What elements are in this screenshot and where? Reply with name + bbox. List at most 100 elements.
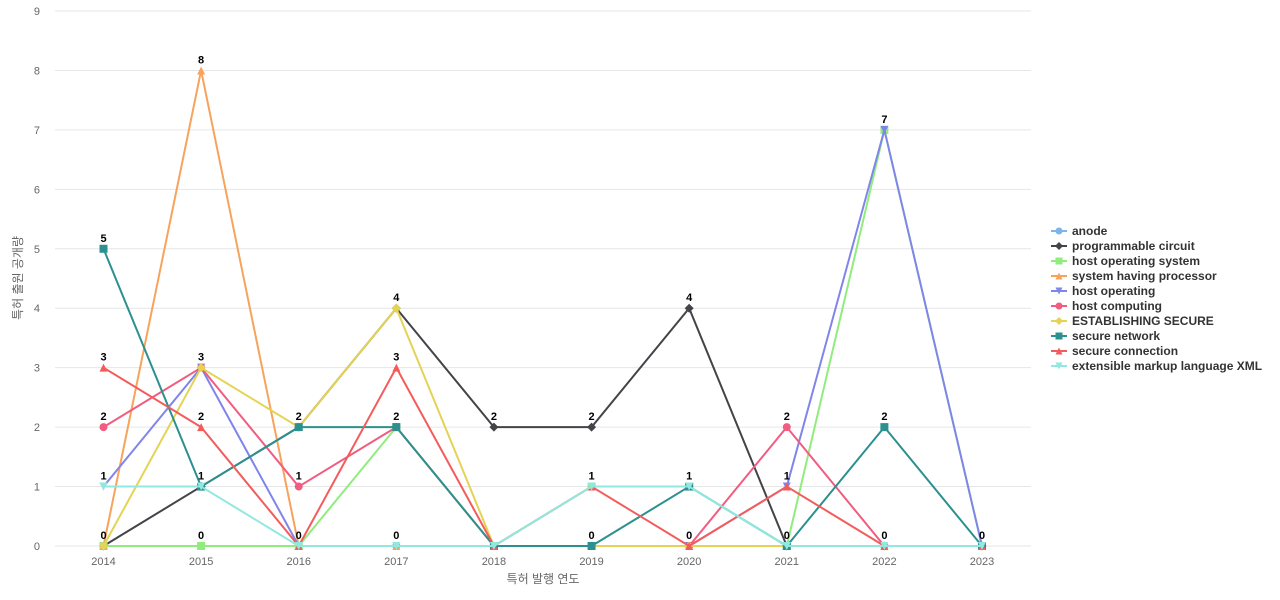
data-label: 1 bbox=[100, 471, 106, 483]
y-tick-label: 9 bbox=[34, 6, 40, 18]
legend-item-host-operating-system[interactable]: host operating system bbox=[1051, 254, 1200, 268]
legend-item-programmable-circuit[interactable]: programmable circuit bbox=[1051, 239, 1195, 253]
data-label: 3 bbox=[393, 352, 399, 364]
legend-item-host-computing[interactable]: host computing bbox=[1051, 299, 1162, 313]
data-point bbox=[392, 423, 401, 432]
legend-label: ESTABLISHING SECURE bbox=[1072, 314, 1214, 328]
data-point bbox=[196, 363, 206, 373]
x-tick-label: 2014 bbox=[91, 556, 115, 568]
data-label: 4 bbox=[393, 292, 400, 304]
data-point bbox=[489, 542, 498, 550]
legend-item-extensible-markup-language-xml[interactable]: extensible markup language XML bbox=[1051, 359, 1262, 373]
data-label: 2 bbox=[784, 411, 790, 423]
data-point bbox=[587, 422, 597, 432]
data-label: 2 bbox=[296, 411, 302, 423]
data-label: 2 bbox=[491, 411, 497, 423]
data-label: 3 bbox=[100, 352, 106, 364]
y-tick-label: 0 bbox=[34, 541, 40, 553]
legend-item-system-having-processor[interactable]: system having processor bbox=[1051, 269, 1217, 283]
y-tick-label: 6 bbox=[34, 184, 40, 196]
legend-label: system having processor bbox=[1072, 269, 1217, 283]
data-point bbox=[197, 66, 206, 75]
legend-marker bbox=[1055, 347, 1063, 355]
x-tick-label: 2019 bbox=[579, 556, 603, 568]
y-tick-label: 4 bbox=[34, 303, 40, 315]
x-tick-label: 2017 bbox=[384, 556, 408, 568]
data-label: 1 bbox=[784, 471, 790, 483]
legend-marker bbox=[1055, 302, 1063, 310]
data-point bbox=[782, 482, 791, 491]
data-point bbox=[99, 244, 108, 253]
data-point bbox=[880, 542, 889, 550]
data-label: 2 bbox=[393, 411, 399, 423]
legend-marker bbox=[1055, 257, 1063, 265]
data-label: 0 bbox=[100, 530, 106, 542]
legend-item-secure-network[interactable]: secure network bbox=[1051, 329, 1160, 343]
data-label: 0 bbox=[881, 530, 887, 542]
legend-label: anode bbox=[1072, 224, 1108, 238]
legend-label: secure network bbox=[1072, 329, 1160, 343]
y-tick-label: 8 bbox=[34, 65, 40, 77]
legend-label: host computing bbox=[1072, 299, 1162, 313]
data-label: 0 bbox=[979, 530, 985, 542]
series-lines bbox=[99, 66, 987, 551]
grid bbox=[55, 10, 1031, 547]
series-line bbox=[102, 366, 982, 547]
x-tick-label: 2021 bbox=[775, 556, 799, 568]
series-host-computing bbox=[99, 363, 986, 550]
y-axis: 0 1 2 3 4 5 6 7 8 9 bbox=[34, 6, 40, 553]
data-point bbox=[99, 363, 108, 372]
data-label: 4 bbox=[686, 292, 693, 304]
data-point bbox=[99, 541, 108, 551]
legend-item-anode[interactable]: anode bbox=[1051, 224, 1108, 238]
legend-marker bbox=[1055, 227, 1063, 235]
data-point bbox=[392, 542, 401, 550]
data-point bbox=[587, 482, 596, 491]
series-line bbox=[102, 128, 983, 547]
data-label: 2 bbox=[881, 411, 887, 423]
y-tick-label: 7 bbox=[34, 125, 40, 137]
data-label: 0 bbox=[588, 530, 594, 542]
legend-item-host-operating[interactable]: host operating bbox=[1051, 284, 1155, 298]
data-point bbox=[294, 542, 303, 550]
x-tick-label: 2018 bbox=[482, 556, 506, 568]
data-label: 1 bbox=[296, 471, 302, 483]
data-label: 5 bbox=[100, 233, 106, 245]
data-point bbox=[99, 423, 108, 432]
legend-label: host operating system bbox=[1072, 254, 1200, 268]
legend-marker bbox=[1055, 332, 1063, 340]
legend-label: extensible markup language XML bbox=[1072, 359, 1262, 373]
data-point bbox=[782, 542, 791, 550]
data-label: 0 bbox=[296, 530, 302, 542]
data-label: 2 bbox=[588, 411, 594, 423]
data-point bbox=[197, 423, 206, 432]
legend-marker bbox=[1055, 287, 1063, 295]
data-label: 2 bbox=[198, 411, 204, 423]
legend-item-secure-connection[interactable]: secure connection bbox=[1051, 344, 1178, 358]
series-secure-network bbox=[99, 244, 986, 550]
data-labels: 5 3 2 1 0 8 3 2 1 0 2 1 0 4 3 2 0 2 2 1 0 4 1 0 2 1 0 7 2 0 0 bbox=[100, 54, 985, 542]
data-label: 0 bbox=[393, 530, 399, 542]
data-point bbox=[99, 482, 108, 491]
data-point bbox=[880, 125, 889, 134]
data-point bbox=[197, 542, 206, 550]
y-tick-label: 2 bbox=[34, 422, 40, 434]
series-secure-connection bbox=[99, 363, 986, 550]
data-label: 8 bbox=[198, 54, 204, 66]
data-label: 1 bbox=[198, 471, 204, 483]
legend-label: secure connection bbox=[1072, 344, 1178, 358]
data-point bbox=[197, 482, 206, 491]
x-axis-title: 특허 발행 연도 bbox=[507, 571, 580, 586]
data-label: 0 bbox=[686, 530, 692, 542]
data-point bbox=[684, 303, 694, 313]
y-axis-title: 특허 출원 공개량 bbox=[11, 236, 25, 320]
legend-item-establishing-secure[interactable]: ESTABLISHING SECURE bbox=[1051, 314, 1214, 328]
series-line bbox=[103, 128, 983, 547]
series-line bbox=[103, 485, 982, 547]
legend-marker bbox=[1055, 317, 1063, 325]
series-line bbox=[102, 366, 982, 547]
data-label: 1 bbox=[588, 471, 594, 483]
